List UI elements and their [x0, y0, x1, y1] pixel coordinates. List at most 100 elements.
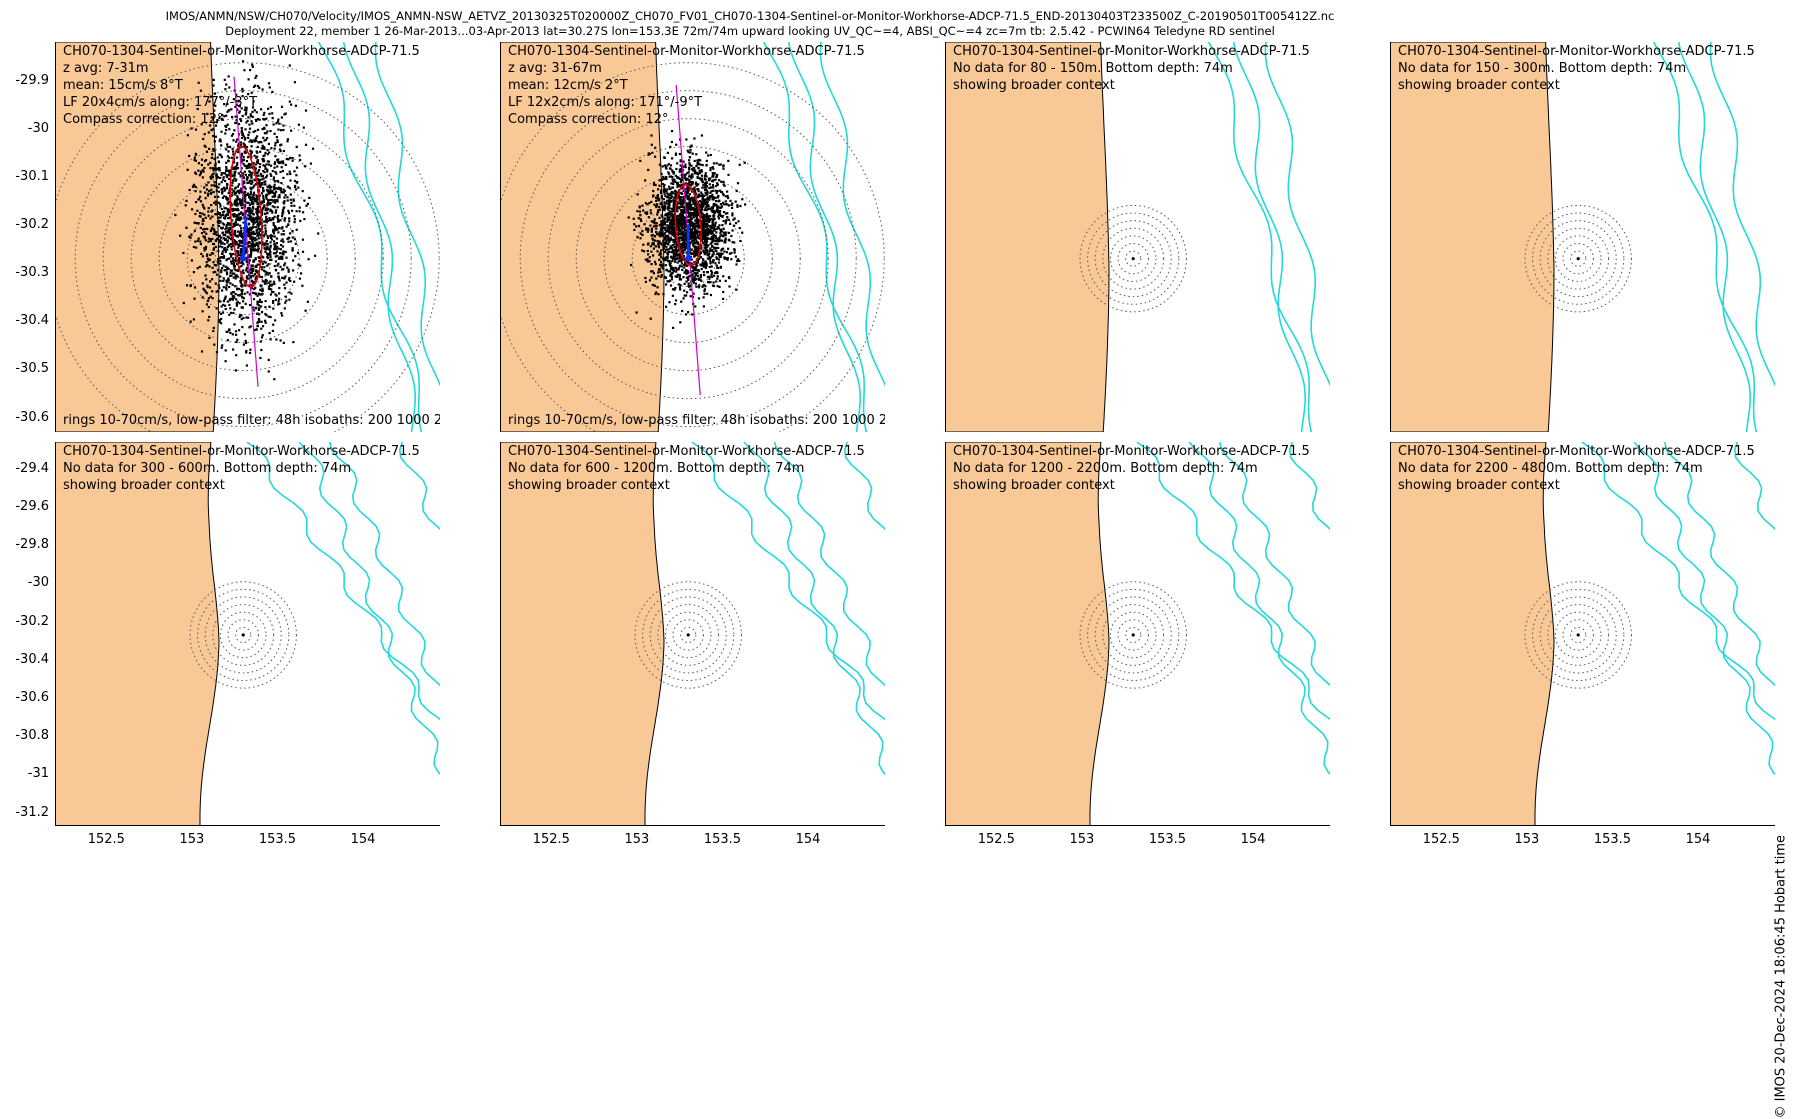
y-tick-label: -30.8	[15, 728, 49, 744]
map-svg	[945, 42, 1330, 432]
map-panel-bottom-2: CH070-1304-Sentinel-or-Monitor-Workhorse…	[500, 442, 885, 826]
panel-label-line: showing broader context	[63, 478, 225, 493]
range-ring	[657, 604, 720, 666]
y-tick-label: -30.3	[15, 265, 49, 281]
land-area	[500, 442, 665, 826]
isobath-line	[1288, 442, 1330, 531]
panel-label-line: CH070-1304-Sentinel-or-Monitor-Workhorse…	[953, 44, 1310, 59]
range-ring	[1539, 220, 1617, 298]
x-tick-label: 152.5	[1422, 832, 1460, 847]
mooring-marker	[1131, 633, 1135, 637]
map-panel-top-2: CH070-1304-Sentinel-or-Monitor-Workhorse…	[500, 42, 885, 432]
mean-velocity-arrow	[241, 216, 248, 259]
range-ring	[603, 174, 773, 344]
mooring-marker	[685, 255, 692, 262]
y-tick-label: -30.5	[15, 361, 49, 377]
isobath-line	[1709, 42, 1775, 387]
isobath-line	[743, 442, 885, 775]
y-tick-label: -29.6	[15, 498, 49, 514]
x-tick-label: 153.5	[1148, 832, 1187, 847]
panel-label-line: LF 20x4cm/s along: 177°/-3°T	[63, 95, 258, 110]
range-ring	[575, 146, 801, 372]
isobath-line	[1264, 42, 1330, 387]
x-tick-label: 154	[795, 832, 821, 847]
panel-label-line: CH070-1304-Sentinel-or-Monitor-Workhorse…	[63, 44, 420, 59]
map-svg	[1390, 442, 1775, 826]
x-tick-label: 153.5	[1593, 832, 1632, 847]
panel-label-line: CH070-1304-Sentinel-or-Monitor-Workhorse…	[1398, 44, 1755, 59]
range-ring	[672, 619, 704, 651]
y-tick-label: -31	[27, 766, 49, 782]
y-tick-label: -29.9	[15, 72, 49, 88]
range-ring	[1532, 212, 1625, 305]
mooring-marker	[1131, 257, 1135, 261]
panel-label-line: CH070-1304-Sentinel-or-Monitor-Workhorse…	[63, 444, 420, 459]
range-ring	[186, 202, 300, 316]
range-ring	[1102, 227, 1165, 290]
panel-label-line: CH070-1304-Sentinel-or-Monitor-Workhorse…	[1398, 444, 1755, 459]
y-tick-label: -29.8	[15, 537, 49, 553]
rings-filter-note: rings 10-70cm/s, low-pass filter: 48h is…	[508, 413, 885, 428]
map-svg	[55, 42, 440, 432]
isobath-line	[342, 42, 417, 432]
range-ring	[1547, 604, 1610, 666]
velocity-scatter	[174, 48, 320, 381]
isobath-line	[1677, 42, 1752, 432]
map-panel-top-4: CH070-1304-Sentinel-or-Monitor-Workhorse…	[1390, 42, 1775, 432]
map-panel-top-3: CH070-1304-Sentinel-or-Monitor-Workhorse…	[945, 42, 1330, 432]
map-svg	[500, 42, 885, 432]
x-tick-label: 153.5	[703, 832, 742, 847]
y-tick-label: -30.6	[15, 409, 49, 425]
x-tick-label: 154	[1240, 832, 1266, 847]
y-tick-label: -30.4	[15, 313, 49, 329]
range-ring	[1094, 220, 1172, 298]
y-tick-label: -31.2	[15, 804, 49, 820]
isobath-line	[1664, 442, 1775, 687]
panel-label-line: mean: 12cm/s 2°T	[508, 78, 628, 93]
panel-label-line: No data for 300 - 600m. Bottom depth: 74…	[63, 461, 352, 476]
map-panel-top-1: CH070-1304-Sentinel-or-Monitor-Workhorse…	[55, 42, 440, 432]
isobath-line	[1207, 42, 1313, 432]
isobath-line	[1219, 442, 1330, 687]
isobath-line	[691, 442, 885, 721]
x-tick-label: 153	[624, 832, 650, 847]
y-tick-label: -30.1	[15, 168, 49, 184]
range-ring	[1562, 242, 1594, 275]
figure-title-line2: Deployment 22, member 1 26-Mar-2013...03…	[225, 24, 1275, 38]
isobath-line	[1633, 442, 1775, 775]
isobath-line	[374, 42, 440, 387]
map-panel-bottom-4: CH070-1304-Sentinel-or-Monitor-Workhorse…	[1390, 442, 1775, 826]
land-area	[1390, 42, 1555, 432]
range-ring	[1087, 212, 1180, 305]
panel-label-line: CH070-1304-Sentinel-or-Monitor-Workhorse…	[953, 444, 1310, 459]
isobath-line	[762, 42, 868, 432]
land-area	[55, 42, 220, 432]
range-ring	[212, 604, 275, 666]
isobath-line	[1733, 442, 1775, 531]
velocity-scatter	[627, 130, 747, 329]
range-ring	[1079, 204, 1187, 313]
isobath-line	[398, 442, 440, 531]
mooring-marker	[240, 255, 247, 262]
figure-title-line1: IMOS/ANMN/NSW/CH070/Velocity/IMOS_ANMN-N…	[165, 9, 1335, 23]
panel-label-line: z avg: 7-31m	[63, 61, 149, 76]
isobath-line	[1188, 442, 1330, 775]
mooring-marker	[1576, 257, 1580, 261]
x-tick-label: 153	[1514, 832, 1540, 847]
range-ring	[634, 581, 742, 689]
panel-label-line: showing broader context	[953, 478, 1115, 493]
isobath-line	[1652, 42, 1758, 432]
range-ring	[189, 581, 297, 689]
panel-label-line: showing broader context	[508, 478, 670, 493]
y-tick-label: -30.2	[15, 216, 49, 232]
x-tick-label: 154	[350, 832, 376, 847]
x-tick-label: 152.5	[977, 832, 1015, 847]
range-ring	[74, 90, 412, 428]
map-svg	[1390, 42, 1775, 432]
panel-label-line: No data for 150 - 300m. Bottom depth: 74…	[1398, 61, 1687, 76]
x-tick-label: 153	[1069, 832, 1095, 847]
isobath-line	[774, 442, 885, 687]
range-ring	[1117, 619, 1149, 651]
range-ring	[1547, 227, 1610, 290]
panel-label-line: No data for 80 - 150m. Bottom depth: 74m	[953, 61, 1233, 76]
